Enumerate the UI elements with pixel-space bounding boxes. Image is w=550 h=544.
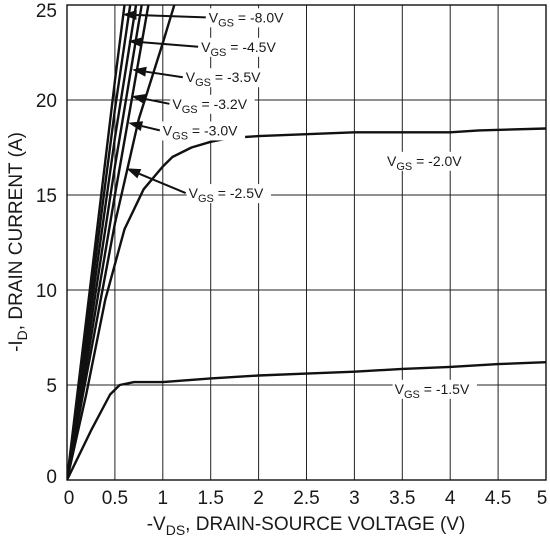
series-line-5 [67, 5, 138, 480]
x-tick-label: 2 [253, 488, 264, 509]
y-tick-label: 25 [36, 1, 57, 22]
y-axis-title: -ID, DRAIN CURRENT (A) [6, 132, 30, 352]
plot-frame [66, 4, 547, 481]
series-label-text: VGS = -4.5V [201, 39, 276, 59]
series-label-text: VGS = -3.2V [172, 96, 247, 116]
x-tick-label: 0 [64, 488, 75, 509]
y-tick-label: 10 [36, 281, 57, 302]
series-label-3: VGS = -3.0V [128, 121, 246, 142]
y-tick-label: 15 [36, 186, 57, 207]
series-label-0: VGS = -1.5V [392, 379, 477, 401]
curves [67, 5, 546, 480]
series-label-2: VGS = -2.5V [126, 168, 271, 205]
grid [66, 4, 547, 481]
series-label-text: VGS = -3.5V [186, 69, 261, 89]
series-label-6: VGS = -4.5V [128, 37, 284, 59]
x-axis-title: -VDS, DRAIN-SOURCE VOLTAGE (V) [147, 514, 466, 538]
series-label-bg [384, 151, 470, 171]
x-tick-label: 4 [445, 488, 456, 509]
arrow-head-icon [126, 168, 142, 179]
arrow-line [141, 125, 161, 132]
series-label-bg [199, 37, 284, 57]
y-tick-label: 0 [46, 467, 57, 488]
arrow-head-icon [132, 66, 147, 77]
x-tick-label: 1.5 [197, 488, 223, 509]
x-tick-label: 2.5 [293, 488, 319, 509]
x-tick-label: 3 [349, 488, 360, 509]
series-line-1 [67, 127, 546, 480]
series-label-1: VGS = -2.0V [384, 151, 470, 173]
series-line-3 [67, 5, 150, 480]
series-line-2 [67, 5, 176, 480]
arrow-line [145, 70, 183, 79]
arrow-head-icon [128, 37, 143, 48]
series-label-bg [160, 121, 246, 141]
series-label-7: VGS = -8.0V [122, 8, 292, 29]
series-annotations: VGS = -8.0V VGS = -4.5V VGS = -3.5V VGS = -… [122, 8, 477, 401]
series-label-bg [206, 8, 292, 28]
x-tick-labels: 0 0.5 1 1.5 2 2.5 3 3.5 4 4.5 5 [64, 488, 548, 509]
series-label-text: VGS = -3.0V [163, 122, 238, 142]
y-tick-label: 20 [36, 91, 57, 112]
series-label-5: VGS = -3.5V [132, 66, 269, 89]
series-line-7 [67, 5, 126, 480]
series-label-text: VGS = -8.0V [209, 9, 284, 29]
arrow-head-icon [131, 94, 146, 104]
arrow-line [142, 41, 199, 48]
arrow-line [138, 172, 187, 195]
series-label-text: VGS = -2.5V [189, 185, 264, 205]
series-label-bg [186, 184, 271, 204]
series-line-4 [67, 5, 143, 480]
arrow-line [144, 97, 170, 105]
series-label-bg [170, 94, 255, 114]
arrow-line [136, 13, 206, 19]
series-label-text: VGS = -2.0V [387, 153, 462, 173]
y-tick-label: 5 [46, 376, 57, 397]
series-label-bg [392, 379, 477, 399]
series-line-0 [67, 361, 546, 480]
x-tick-label: 5 [537, 488, 548, 509]
arrow-head-icon [122, 9, 137, 20]
x-tick-label: 3.5 [389, 488, 415, 509]
arrow-head-icon [128, 121, 144, 131]
x-tick-label: 0.5 [102, 488, 128, 509]
series-label-bg [183, 68, 269, 88]
series-label-4: VGS = -3.2V [131, 94, 255, 116]
y-tick-labels: 0 5 10 15 20 25 [36, 1, 57, 488]
series-label-text: VGS = -1.5V [395, 381, 470, 401]
x-tick-label: 1 [158, 488, 169, 509]
x-tick-label: 4.5 [485, 488, 511, 509]
